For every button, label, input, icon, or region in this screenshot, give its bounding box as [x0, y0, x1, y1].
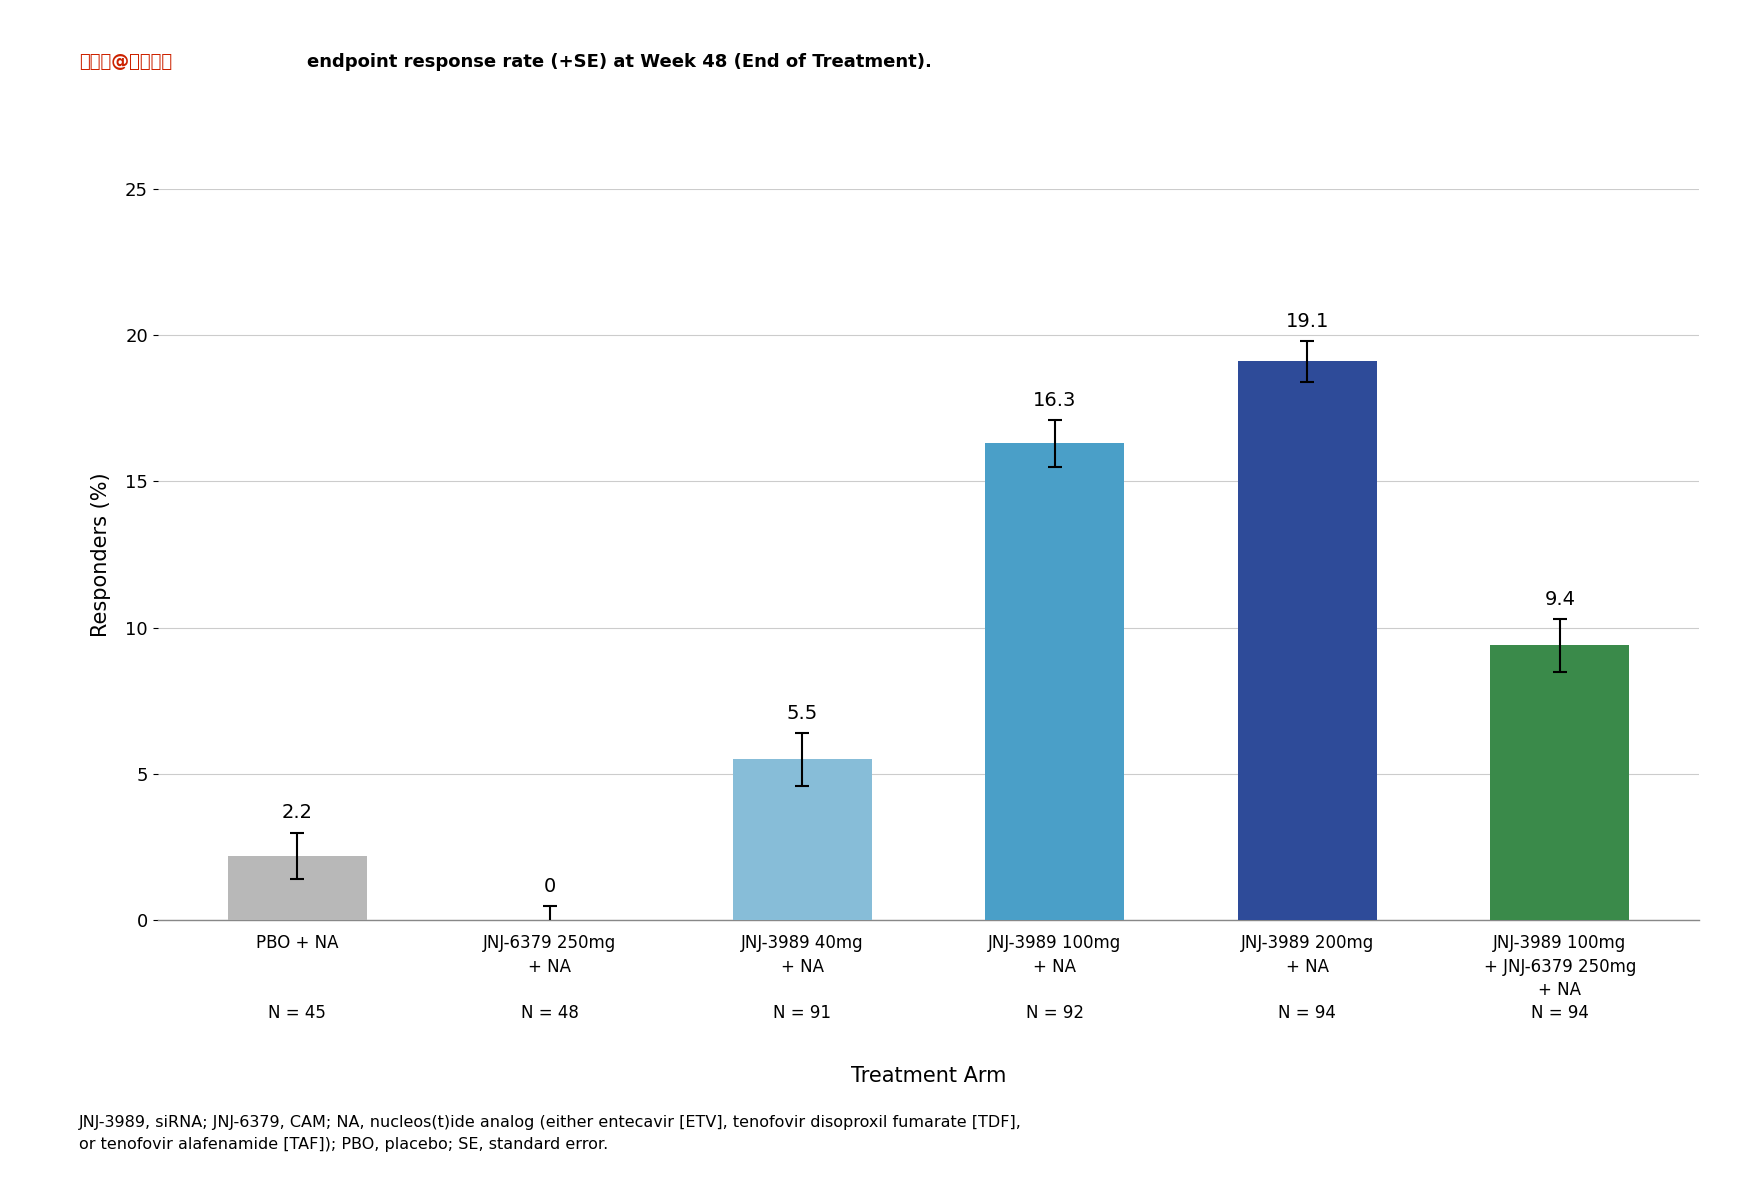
Text: 16.3: 16.3 — [1034, 391, 1076, 409]
Bar — [985, 444, 1125, 920]
Text: 19.1: 19.1 — [1286, 312, 1330, 330]
Y-axis label: Responders (%): Responders (%) — [91, 472, 110, 637]
Text: JNJ-3989, siRNA; JNJ-6379, CAM; NA, nucleos(t)ide analog (either entecavir [ETV]: JNJ-3989, siRNA; JNJ-6379, CAM; NA, nucl… — [79, 1115, 1021, 1153]
Text: N = 94: N = 94 — [1531, 1004, 1589, 1022]
Text: N = 48: N = 48 — [520, 1004, 578, 1022]
Bar — [228, 856, 366, 920]
Text: N = 92: N = 92 — [1027, 1004, 1084, 1022]
Text: 9.4: 9.4 — [1545, 590, 1575, 609]
Bar — [1491, 645, 1629, 920]
Text: N = 91: N = 91 — [773, 1004, 830, 1022]
Text: endpoint response rate (+SE) at Week 48 (End of Treatment).: endpoint response rate (+SE) at Week 48 … — [307, 53, 932, 71]
Bar — [732, 760, 872, 920]
Text: N = 94: N = 94 — [1279, 1004, 1337, 1022]
Bar — [1239, 361, 1377, 920]
Text: 2.2: 2.2 — [282, 804, 312, 822]
Text: 5.5: 5.5 — [787, 703, 818, 723]
Text: N = 45: N = 45 — [268, 1004, 326, 1022]
Text: Treatment Arm: Treatment Arm — [851, 1067, 1006, 1087]
Text: 0: 0 — [543, 877, 555, 896]
Text: 搜狐号@小香健康: 搜狐号@小香健康 — [79, 53, 172, 71]
